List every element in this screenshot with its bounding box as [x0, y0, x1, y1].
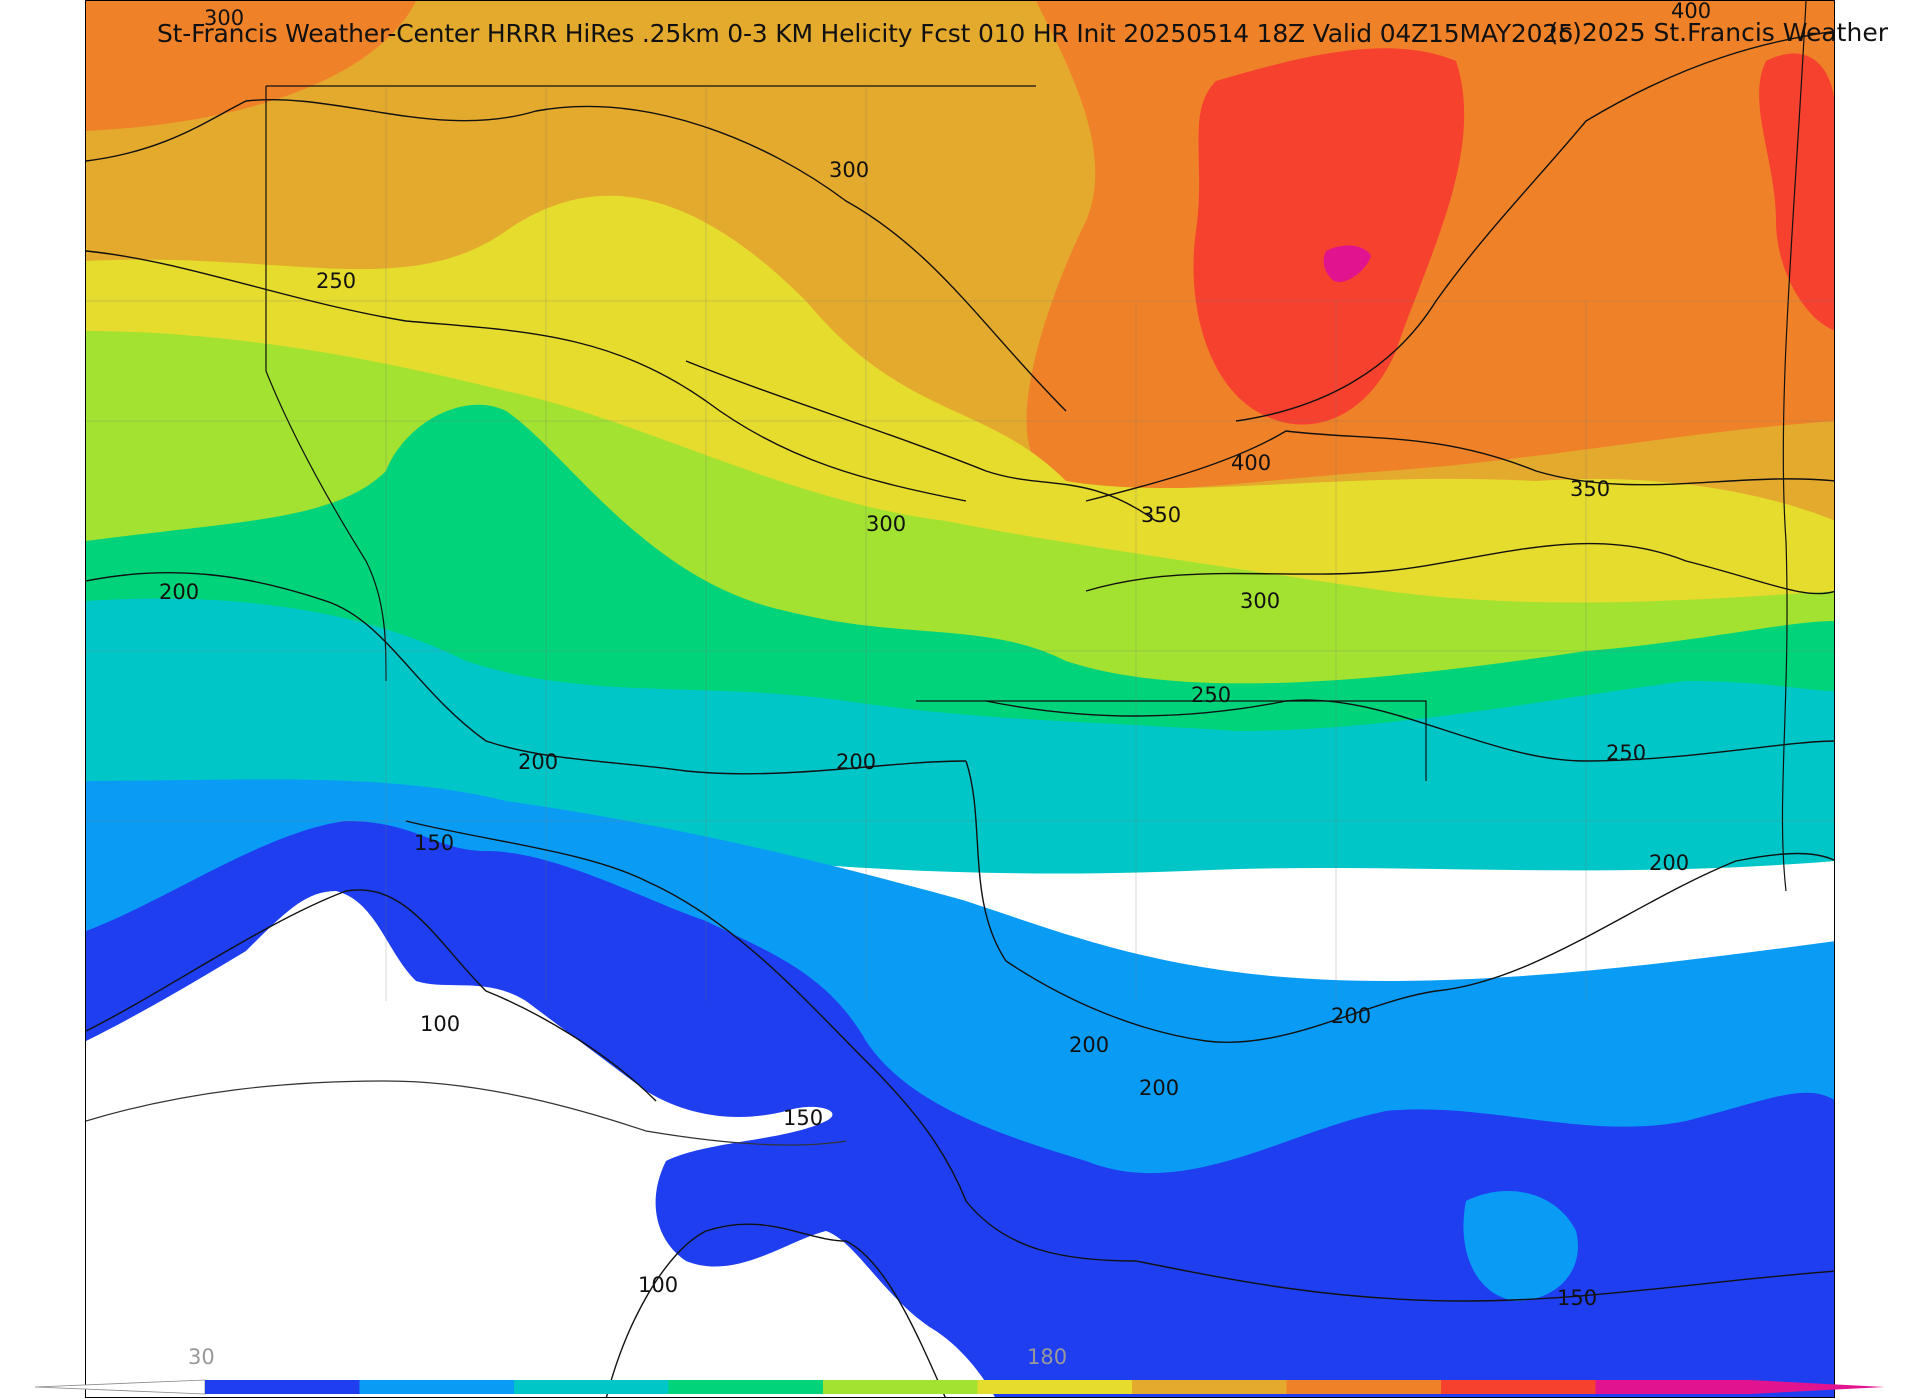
contour-label: 350	[1141, 503, 1181, 527]
contour-label: 150	[414, 831, 454, 855]
colorbar-segment	[205, 1380, 360, 1394]
colorbar-segment	[1286, 1380, 1442, 1394]
band-white	[86, 891, 995, 1397]
helicity-map: 300 250 300 200 300 350 400 400 350 300 …	[86, 1, 1834, 1397]
contour-label: 350	[1570, 477, 1610, 501]
contour-label: 200	[836, 750, 876, 774]
contour-label: 250	[316, 269, 356, 293]
contour-label: 200	[1069, 1033, 1109, 1057]
band-blue-patch2	[1742, 1010, 1817, 1094]
band-magenta	[1323, 245, 1371, 282]
contour-400	[1235, 30, 1834, 422]
colorbar-tick-label: 180	[1027, 1345, 1068, 1369]
colorbar-segment	[359, 1380, 515, 1394]
colorbar	[34, 1379, 1885, 1395]
colorbar-tick-label: 30	[188, 1345, 215, 1369]
contour-label: 200	[1649, 851, 1689, 875]
contour-label-group: 300 250 300 200 300 350 400 400 350 300 …	[159, 1, 1711, 1310]
state-border-mid	[916, 700, 1427, 781]
contour-label: 300	[866, 512, 906, 536]
contour-label: 300	[829, 158, 869, 182]
colorbar-segment	[1441, 1380, 1596, 1394]
colorbar-segment	[514, 1380, 669, 1394]
colorbar-segment	[1132, 1380, 1287, 1394]
contour-label: 250	[1191, 683, 1231, 707]
colorbar-extend-high	[1750, 1380, 1885, 1394]
contour-label: 100	[420, 1012, 460, 1036]
colorbar-segment	[1595, 1380, 1751, 1394]
colorbar-segment	[668, 1380, 824, 1394]
contour-label: 200	[1139, 1076, 1179, 1100]
contour-label: 200	[159, 580, 199, 604]
map-title: St-Francis Weather-Center HRRR HiRes .25…	[157, 19, 1574, 48]
contour-label: 300	[204, 6, 244, 30]
contour-label: 100	[638, 1273, 678, 1297]
contour-350	[1085, 430, 1834, 502]
contour-200-west	[86, 572, 967, 775]
contour-label: 400	[1231, 451, 1271, 475]
colorbar-segment	[823, 1380, 978, 1394]
band-orange-top	[86, 1, 416, 131]
contour-label: 200	[1331, 1004, 1371, 1028]
contour-250-east	[985, 699, 1834, 762]
band-red	[1193, 48, 1465, 425]
county-lines	[86, 86, 1834, 1001]
contour-100-south	[605, 1223, 946, 1397]
contour-label: 150	[1557, 1286, 1597, 1310]
state-border-east	[1781, 1, 1807, 892]
contour-250-west	[86, 250, 967, 502]
contour-100-west	[86, 889, 657, 1102]
band-blue-patch	[1463, 1191, 1578, 1301]
copyright-text: (c)2025 St.Francis Weather	[1548, 18, 1888, 47]
map-panel: 300 250 300 200 300 350 400 400 350 300 …	[85, 0, 1835, 1398]
contour-300-mid	[685, 360, 1157, 522]
state-border-west	[265, 86, 387, 682]
contour-200-mid	[965, 760, 1834, 1043]
contour-150	[405, 820, 1834, 1302]
contour-label: 300	[1240, 589, 1280, 613]
contour-label: 400	[1671, 1, 1711, 23]
contour-label: 250	[1606, 741, 1646, 765]
band-red-east	[1759, 53, 1834, 331]
colorbar-segment	[977, 1380, 1133, 1394]
contour-300-east	[1085, 542, 1834, 595]
contour-label: 150	[783, 1106, 823, 1130]
colorbar-extend-low	[34, 1379, 206, 1395]
contour-label: 200	[518, 750, 558, 774]
coastline	[86, 1080, 847, 1146]
contour-300-north	[86, 98, 1067, 412]
helicity-contours	[86, 30, 1834, 1397]
